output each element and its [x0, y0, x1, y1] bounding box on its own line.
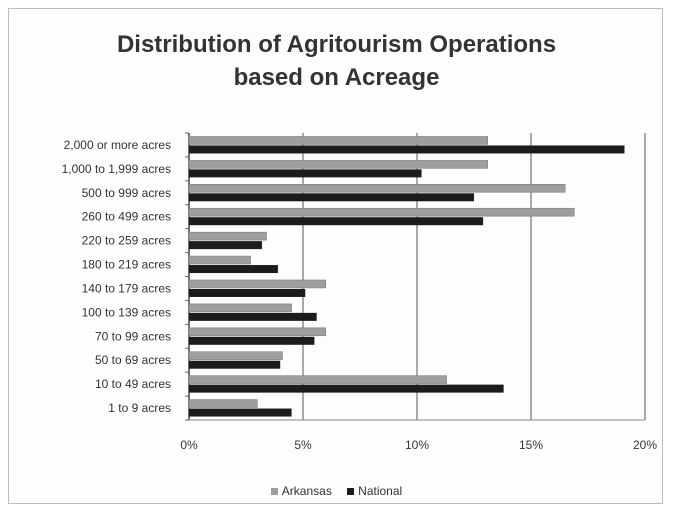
- category-label: 220 to 259 acres: [82, 234, 171, 248]
- bar-arkansas: [188, 207, 575, 217]
- chart-frame: [8, 8, 663, 504]
- bar-national: [189, 336, 315, 345]
- bar-arkansas: [188, 231, 267, 241]
- category-label: 10 to 49 acres: [95, 377, 171, 391]
- bar-national: [189, 312, 317, 321]
- x-tick-label: 0%: [180, 438, 198, 452]
- legend-label-arkansas: Arkansas: [281, 484, 332, 498]
- x-tick-label: 20%: [633, 438, 657, 452]
- bar-arkansas: [188, 351, 283, 360]
- category-label: 500 to 999 acres: [82, 186, 171, 200]
- bar-national: [189, 169, 422, 178]
- bar-arkansas: [188, 255, 251, 265]
- bar-national: [189, 145, 625, 154]
- bar-national: [189, 193, 474, 202]
- x-tick-label: 10%: [405, 438, 429, 452]
- category-label: 100 to 139 acres: [82, 305, 171, 319]
- bar-arkansas: [188, 327, 327, 337]
- category-label: 2,000 or more acres: [64, 138, 171, 152]
- bar-arkansas: [188, 375, 447, 384]
- category-label: 1 to 9 acres: [108, 401, 171, 415]
- chart-title-line-1: Distribution of Agritourism Operations: [116, 31, 557, 58]
- bar-national: [189, 360, 281, 369]
- bar-national: [189, 384, 504, 393]
- chart-title-line-2: based on Acreage: [233, 64, 440, 91]
- bar-arkansas: [188, 136, 488, 145]
- category-label: 180 to 219 acres: [82, 258, 171, 272]
- category-label: 260 to 499 acres: [82, 210, 171, 224]
- bar-national: [189, 217, 484, 226]
- legend-item-national: National: [347, 484, 402, 498]
- category-label: 140 to 179 acres: [82, 281, 171, 295]
- category-label: 70 to 99 acres: [95, 329, 171, 343]
- category-label: 50 to 69 acres: [95, 353, 171, 367]
- bar-arkansas: [188, 399, 258, 408]
- bar-arkansas: [188, 160, 488, 169]
- legend-item-arkansas: Arkansas: [270, 484, 332, 498]
- bar-arkansas: [188, 279, 327, 289]
- bar-national: [189, 241, 262, 250]
- legend-label-national: National: [358, 484, 403, 498]
- bar-arkansas: [188, 184, 566, 193]
- bar-national: [189, 288, 306, 297]
- bar-national: [189, 408, 292, 417]
- x-tick-label: 5%: [294, 438, 312, 452]
- bar-arkansas: [188, 303, 292, 313]
- bar-national: [189, 265, 278, 274]
- x-tick-label: 15%: [519, 438, 543, 452]
- legend-swatch-arkansas: [270, 488, 278, 496]
- chart-title: Distribution of Agritourism Operations b…: [0, 28, 673, 94]
- legend: Arkansas National: [0, 484, 673, 498]
- category-label: 1,000 to 1,999 acres: [62, 162, 171, 176]
- legend-swatch-national: [347, 488, 355, 496]
